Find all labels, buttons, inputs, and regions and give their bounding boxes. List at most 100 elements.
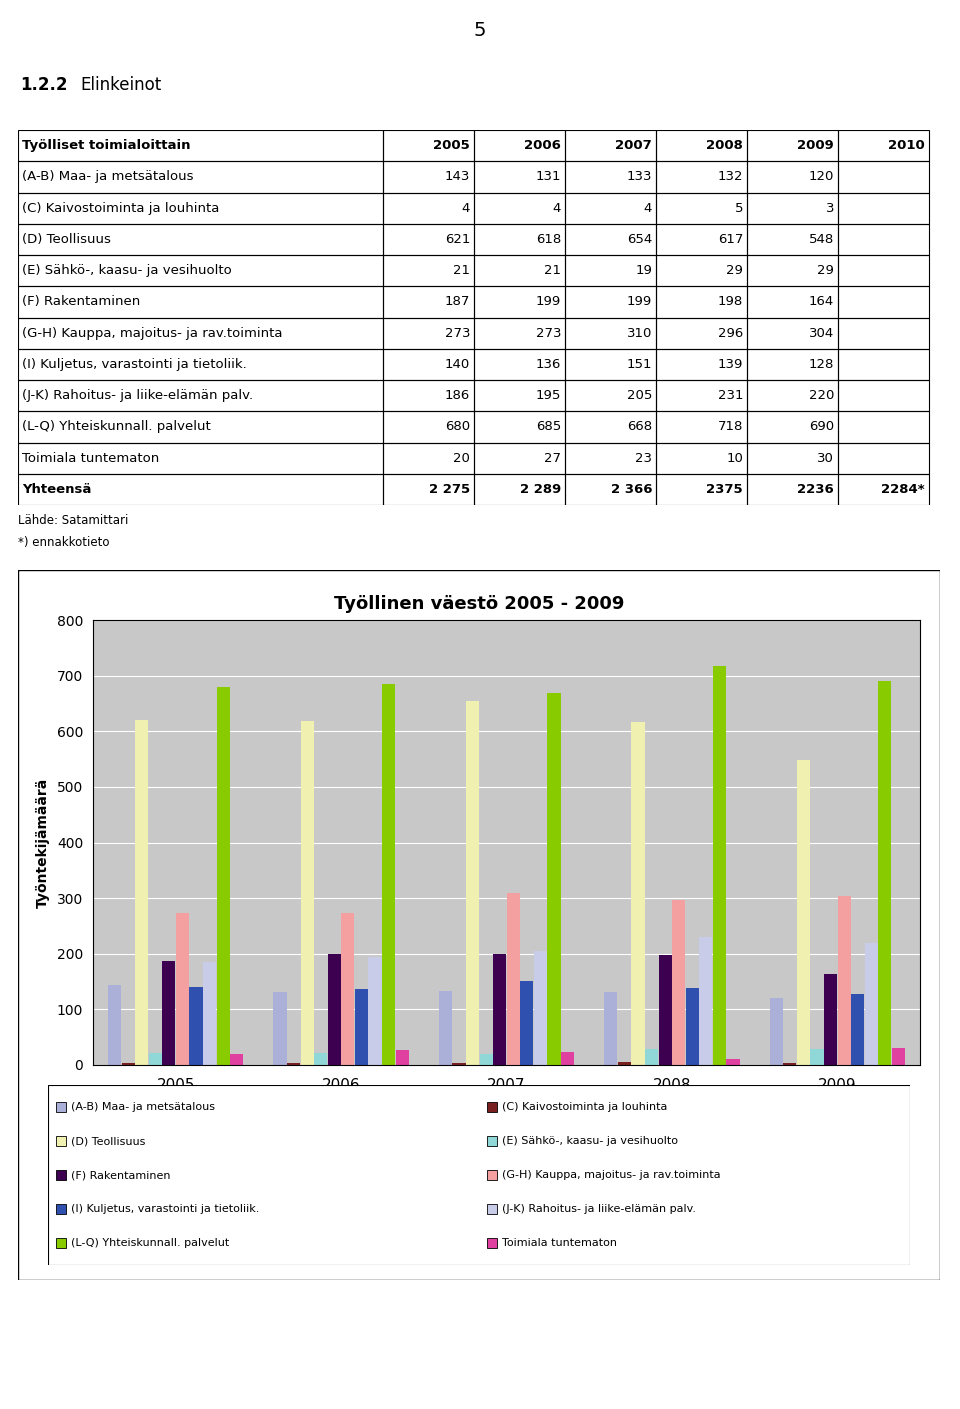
Text: (F) Rakentaminen: (F) Rakentaminen — [22, 296, 140, 309]
Text: 23: 23 — [635, 452, 652, 465]
Text: 164: 164 — [808, 296, 834, 309]
Text: (J-K) Rahoitus- ja liike-elämän palv.: (J-K) Rahoitus- ja liike-elämän palv. — [22, 389, 253, 402]
Text: Työllinen väestö 2005 - 2009: Työllinen väestö 2005 - 2009 — [334, 595, 624, 613]
Text: 10: 10 — [726, 452, 743, 465]
Bar — [452, 1062, 466, 1065]
Bar — [747, 411, 838, 442]
Text: (D) Teollisuus: (D) Teollisuus — [22, 232, 110, 247]
Text: 296: 296 — [718, 327, 743, 340]
Bar — [383, 442, 474, 473]
Bar — [645, 1048, 659, 1065]
Bar — [824, 974, 837, 1065]
Bar — [838, 224, 929, 255]
Bar — [383, 349, 474, 380]
Bar — [18, 349, 383, 380]
Bar — [656, 380, 747, 411]
Bar — [685, 988, 699, 1065]
Bar — [565, 255, 656, 286]
Bar — [474, 255, 565, 286]
Text: 151: 151 — [627, 358, 652, 371]
Bar — [838, 473, 929, 504]
Bar — [747, 286, 838, 317]
Text: 120: 120 — [808, 170, 834, 183]
Bar — [565, 130, 656, 161]
Text: 685: 685 — [536, 420, 561, 434]
Bar — [672, 900, 685, 1065]
Bar — [56, 1102, 66, 1112]
Bar — [878, 681, 891, 1065]
Bar — [474, 411, 565, 442]
Bar — [230, 1054, 243, 1065]
Text: 1.2.2: 1.2.2 — [20, 76, 67, 94]
Bar — [770, 998, 782, 1065]
Bar — [18, 380, 383, 411]
Bar — [565, 286, 656, 317]
Text: 2008: 2008 — [707, 139, 743, 152]
Bar — [383, 224, 474, 255]
Bar — [383, 255, 474, 286]
Text: 4: 4 — [643, 201, 652, 214]
Bar — [383, 193, 474, 224]
Bar — [474, 224, 565, 255]
Text: 21: 21 — [453, 263, 470, 278]
Bar — [547, 693, 561, 1065]
Bar — [747, 380, 838, 411]
Bar — [747, 349, 838, 380]
Text: 2284*: 2284* — [881, 483, 925, 496]
Bar — [656, 161, 747, 193]
Text: (A-B) Maa- ja metsätalous: (A-B) Maa- ja metsätalous — [71, 1102, 215, 1112]
Bar — [487, 1102, 497, 1112]
Bar — [797, 761, 810, 1065]
Bar — [18, 411, 383, 442]
Bar — [149, 1054, 162, 1065]
Bar — [487, 1205, 497, 1215]
Text: 187: 187 — [444, 296, 470, 309]
Bar — [18, 442, 383, 473]
Text: (F) Rakentaminen: (F) Rakentaminen — [71, 1169, 171, 1179]
Bar — [474, 286, 565, 317]
Bar — [314, 1054, 327, 1065]
Text: 718: 718 — [718, 420, 743, 434]
Text: 131: 131 — [536, 170, 561, 183]
Text: 2375: 2375 — [707, 483, 743, 496]
Bar — [474, 161, 565, 193]
Text: (E) Sähkö-, kaasu- ja vesihuolto: (E) Sähkö-, kaasu- ja vesihuolto — [502, 1136, 678, 1146]
Bar — [565, 411, 656, 442]
Bar — [561, 1053, 574, 1065]
Bar — [383, 411, 474, 442]
Text: Elinkeinot: Elinkeinot — [80, 76, 161, 94]
Bar — [474, 442, 565, 473]
Bar — [274, 992, 287, 1065]
Text: 3: 3 — [826, 201, 834, 214]
Bar — [656, 286, 747, 317]
Bar — [217, 686, 229, 1065]
Bar — [838, 255, 929, 286]
Text: Lähde: Satamittari: Lähde: Satamittari — [18, 514, 129, 527]
Bar — [466, 702, 479, 1065]
Bar — [838, 317, 929, 349]
Text: 220: 220 — [808, 389, 834, 402]
Text: (L-Q) Yhteiskunnall. palvelut: (L-Q) Yhteiskunnall. palvelut — [71, 1239, 229, 1248]
Text: 2236: 2236 — [797, 483, 834, 496]
Y-axis label: Työntekijämäärä: Työntekijämäärä — [36, 778, 50, 907]
Text: 198: 198 — [718, 296, 743, 309]
Bar — [382, 683, 396, 1065]
Bar — [747, 130, 838, 161]
Text: 2010: 2010 — [888, 139, 925, 152]
Text: 136: 136 — [536, 358, 561, 371]
Bar — [520, 981, 534, 1065]
Bar — [480, 1054, 492, 1065]
Text: 30: 30 — [817, 452, 834, 465]
Bar — [493, 954, 506, 1065]
Bar — [474, 193, 565, 224]
Text: (L-Q) Yhteiskunnall. palvelut: (L-Q) Yhteiskunnall. palvelut — [22, 420, 211, 434]
Bar — [656, 317, 747, 349]
Text: 195: 195 — [536, 389, 561, 402]
Bar — [565, 224, 656, 255]
Text: 5: 5 — [473, 21, 487, 39]
Bar — [656, 349, 747, 380]
Bar — [838, 349, 929, 380]
Bar — [56, 1239, 66, 1248]
Bar — [632, 721, 644, 1065]
Text: 199: 199 — [627, 296, 652, 309]
